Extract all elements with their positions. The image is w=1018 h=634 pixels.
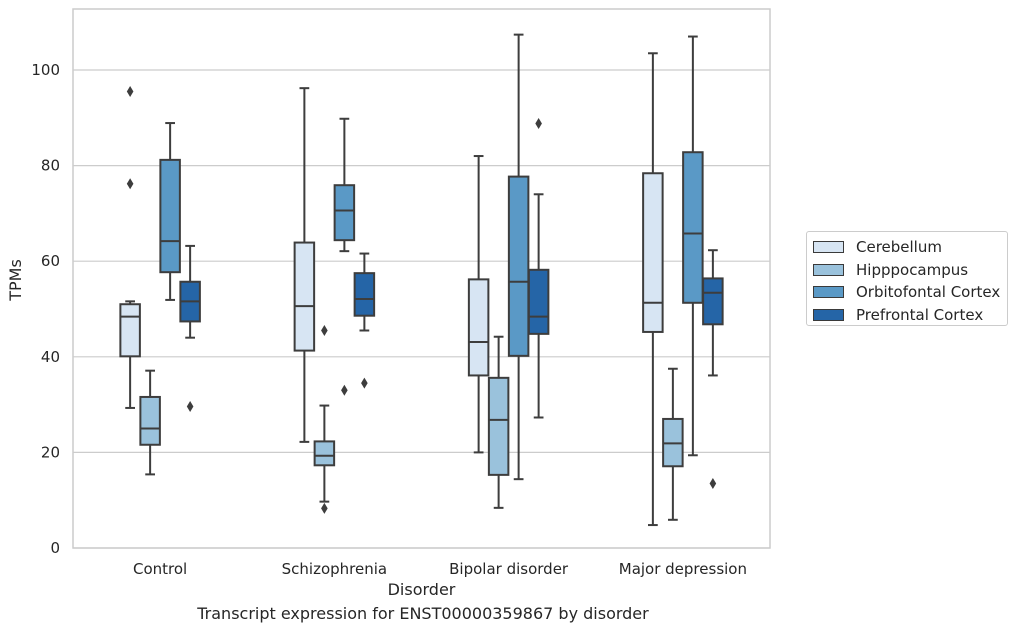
- iqr-box: [682, 151, 704, 304]
- iqr-box: [139, 395, 161, 446]
- x-axis-label: Disorder: [388, 580, 456, 599]
- iqr-box: [333, 184, 356, 242]
- box: [507, 33, 530, 481]
- y-tick-label: 60: [41, 252, 60, 270]
- outlier-point: [361, 377, 368, 389]
- iqr-box: [353, 272, 376, 317]
- legend-label: Prefrontal Cortex: [856, 305, 984, 324]
- legend-swatch: [813, 308, 844, 321]
- iqr-box: [487, 376, 510, 476]
- box: [702, 249, 724, 489]
- y-axis-label: TPMs: [6, 259, 25, 302]
- legend-item: Hipppocampus: [813, 259, 1007, 282]
- x-tick-label: Bipolar disorder: [449, 560, 569, 578]
- box-series: [119, 33, 724, 527]
- iqr-box: [702, 277, 724, 326]
- box: [662, 367, 684, 521]
- gridlines: [73, 69, 770, 549]
- y-tick-label: 0: [50, 539, 60, 557]
- legend-label: Cerebellum: [856, 238, 942, 257]
- outlier-point: [341, 384, 348, 396]
- legend: Cerebellum Hipppocampus Orbitofontal Corte…: [806, 231, 1008, 326]
- iqr-box: [507, 175, 530, 357]
- y-tick-labels: 0 20 40 60 80 100: [31, 61, 60, 557]
- y-tick-label: 80: [41, 157, 60, 175]
- legend-label: Hipppocampus: [856, 260, 969, 279]
- iqr-box: [313, 440, 336, 467]
- outlier-point: [126, 86, 134, 98]
- outlier-point: [321, 325, 328, 337]
- x-tick-label: Control: [133, 560, 187, 578]
- box: [179, 244, 201, 413]
- legend-item: Prefrontal Cortex: [813, 304, 1007, 327]
- plot-frame: [72, 8, 771, 549]
- x-tick-labels: Control Schizophrenia Bipolar disorder Majo…: [133, 560, 747, 578]
- legend-swatch: [813, 263, 844, 276]
- outlier-point: [126, 178, 134, 190]
- box: [467, 155, 490, 454]
- box: [353, 252, 376, 389]
- iqr-box: [293, 241, 316, 352]
- series-cerebellum: [119, 52, 664, 527]
- box: [139, 369, 161, 476]
- legend-label: Orbitofontal Cortex: [856, 283, 1001, 302]
- iqr-box: [642, 172, 664, 333]
- series-orbitofontal-cortex: [159, 33, 704, 481]
- legend-swatch: [813, 286, 844, 299]
- chart-caption: Transcript expression for ENST0000035986…: [197, 604, 649, 623]
- y-tick-label: 100: [31, 61, 60, 79]
- legend-swatch: [813, 241, 844, 254]
- y-tick-label: 40: [41, 348, 60, 366]
- box: [313, 325, 336, 514]
- x-tick-label: Schizophrenia: [282, 560, 387, 578]
- y-tick-label: 20: [41, 443, 60, 461]
- box: [527, 118, 550, 419]
- box: [119, 86, 141, 409]
- legend-item: Orbitofontal Cortex: [813, 281, 1007, 304]
- outlier-point: [709, 477, 717, 489]
- outlier-point: [321, 502, 328, 514]
- box: [682, 35, 704, 457]
- legend-item: Cerebellum: [813, 236, 1007, 259]
- box: [159, 122, 181, 301]
- iqr-box: [119, 303, 141, 358]
- box: [642, 52, 664, 527]
- outlier-point: [535, 118, 542, 130]
- iqr-box: [527, 268, 550, 335]
- box: [293, 87, 316, 443]
- iqr-box: [159, 158, 181, 274]
- x-tick-label: Major depression: [619, 560, 747, 578]
- box: [333, 117, 356, 396]
- series-prefrontal-cortex: [179, 118, 724, 489]
- box: [487, 335, 510, 509]
- series-hipppocampus: [139, 325, 684, 521]
- outlier-point: [186, 401, 194, 413]
- iqr-box: [467, 278, 490, 377]
